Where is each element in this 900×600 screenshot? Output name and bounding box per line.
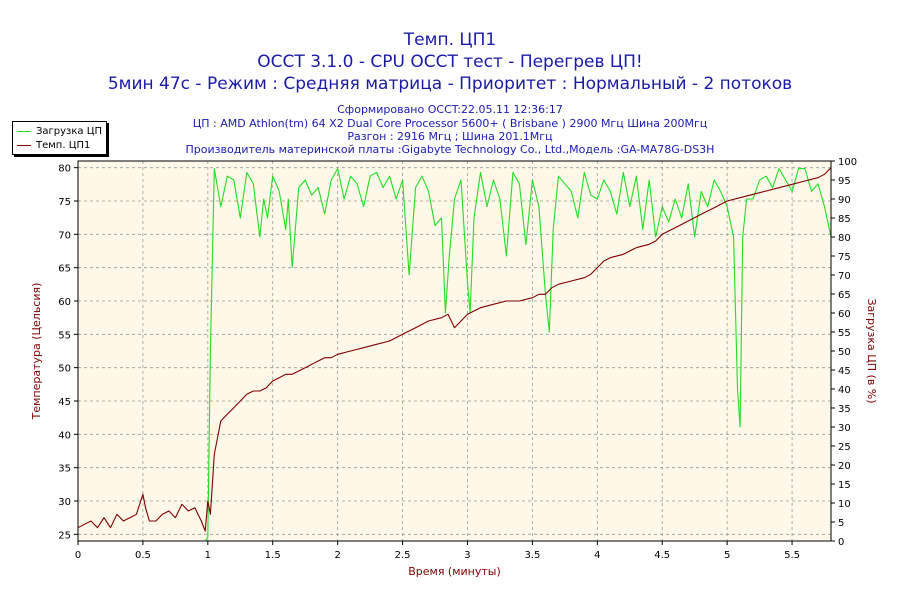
x-tick-label: 1 [205,550,211,561]
y-right-tick-label: 40 [838,385,851,396]
legend-label-temp: Темп. ЦП1 [36,139,91,151]
y-left-tick-label: 25 [58,530,71,541]
y-left-tick-label: 60 [58,297,71,308]
series-line-temp [77,167,832,532]
y-right-tick-label: 20 [838,461,851,472]
x-tick-label: 5 [724,550,730,561]
legend-label-cpu-load: Загрузка ЦП [36,125,103,137]
x-tick-label: 1.5 [265,550,281,561]
y-left-tick-label: 55 [58,330,71,341]
y-axis-left-label: Температура (Цельсия) [30,283,43,421]
x-tick-label: 3.5 [524,550,540,561]
generated-info: Сформировано OCCT:22.05.11 12:36:17 [337,103,563,116]
x-tick-label: 4 [594,550,600,561]
y-right-tick-label: 85 [838,214,851,225]
y-left-tick-label: 50 [58,364,71,375]
y-left-tick-label: 45 [58,397,71,408]
y-right-tick-label: 65 [838,290,851,301]
y-right-tick-label: 50 [838,347,851,358]
y-right-tick-label: 95 [838,176,851,187]
legend-swatch-cpu-load [17,130,31,132]
y-left-tick-label: 80 [58,164,71,175]
y-right-tick-label: 15 [838,480,851,491]
y-right-tick-label: 60 [838,309,851,320]
x-tick-label: 0 [75,550,81,561]
x-tick-label: 4.5 [654,550,670,561]
chart-title-sensor: Темп. ЦП1 [403,30,497,50]
x-tick-label: 3 [464,550,470,561]
plot-frame [77,160,832,542]
legend: Загрузка ЦП Темп. ЦП1 [12,121,107,155]
x-tick-label: 0.5 [135,550,151,561]
series-line-cpu-load [78,168,832,542]
legend-item-temp: Темп. ЦП1 [17,138,90,152]
series-lines [77,167,832,542]
y-left-tick-label: 30 [58,497,71,508]
axes: 0 0.5 1 1.5 2 2.5 3 3.5 4 4.5 5 5.52530354045505560… [58,157,857,561]
y-right-tick-label: 80 [838,233,851,244]
y-right-tick-label: 5 [838,518,844,529]
y-left-tick-label: 65 [58,264,71,275]
y-right-tick-label: 75 [838,252,851,263]
y-left-tick-label: 70 [58,230,71,241]
y-axis-right-label: Загрузка ЦП (в %) [865,298,878,403]
overclock-info: Разгон : 2916 Мгц ; Шина 201.1Мгц [347,130,553,143]
y-right-tick-label: 25 [838,442,851,453]
y-right-tick-label: 0 [838,537,844,548]
cpu-info: ЦП : AMD Athlon(tm) 64 X2 Dual Core Proc… [192,117,708,130]
y-left-tick-label: 35 [58,464,71,475]
y-right-tick-label: 90 [838,195,851,206]
motherboard-info: Производитель материнской платы :Gigabyt… [185,143,715,156]
y-left-tick-label: 75 [58,197,71,208]
plot-background [78,161,831,541]
y-right-tick-label: 55 [838,328,851,339]
y-right-tick-label: 100 [838,157,857,168]
x-axis-label: Время (минуты) [408,565,501,578]
legend-swatch-temp [17,144,31,146]
y-right-tick-label: 35 [838,404,851,415]
y-right-tick-label: 45 [838,366,851,377]
x-tick-label: 5.5 [784,550,800,561]
legend-item-cpu-load: Загрузка ЦП [17,124,102,138]
y-right-tick-label: 10 [838,499,851,510]
chart-title-test: OCCT 3.1.0 - CPU OCCT тест - Перегрев ЦП… [257,52,643,72]
y-right-tick-label: 70 [838,271,851,282]
x-tick-label: 2 [334,550,340,561]
x-tick-label: 2.5 [395,550,411,561]
y-right-tick-label: 30 [838,423,851,434]
chart-title-mode: 5мин 47с - Режим : Средняя матрица - При… [107,74,793,94]
y-left-tick-label: 40 [58,430,71,441]
